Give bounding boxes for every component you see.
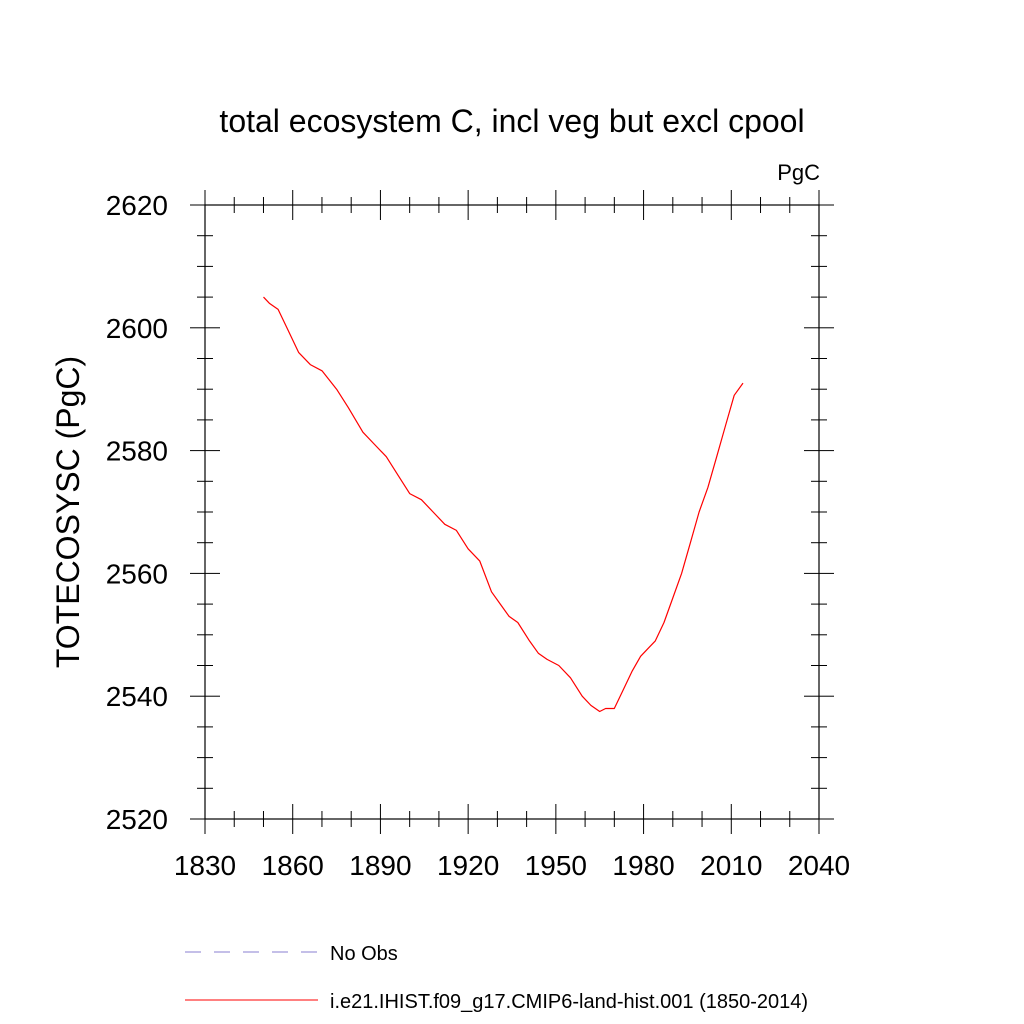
- series-group: [263, 296, 744, 713]
- units-label: PgC: [777, 160, 820, 185]
- y-tick-label: 2540: [106, 681, 168, 712]
- y-tick-label: 2520: [106, 804, 168, 835]
- chart-title: total ecosystem C, incl veg but excl cpo…: [219, 103, 804, 139]
- x-tick-label: 1860: [262, 850, 324, 881]
- legend: No Obs i.e21.IHIST.f09_g17.CMIP6-land-hi…: [185, 943, 808, 1013]
- y-tick-label: 2580: [106, 436, 168, 467]
- axis-ticks: [190, 190, 834, 834]
- x-tick-label: 1890: [349, 850, 411, 881]
- y-tick-labels: 2520 2540 2560 2580 2600 2620: [106, 190, 168, 835]
- y-axis-label: TOTECOSYSC (PgC): [50, 356, 86, 668]
- x-tick-label: 1830: [174, 850, 236, 881]
- y-tick-label: 2620: [106, 190, 168, 221]
- legend-label-model: i.e21.IHIST.f09_g17.CMIP6-land-hist.001 …: [330, 991, 808, 1013]
- series-line-0: [263, 296, 744, 713]
- x-tick-label: 1980: [612, 850, 674, 881]
- y-tick-label: 2600: [106, 313, 168, 344]
- plot-frame: [204, 204, 820, 820]
- y-tick-label: 2560: [106, 558, 168, 589]
- x-tick-label: 2040: [788, 850, 850, 881]
- x-tick-label: 1920: [437, 850, 499, 881]
- legend-label-no-obs: No Obs: [330, 943, 398, 965]
- x-tick-labels: 1830 1860 1890 1920 1950 1980 2010 2040: [174, 850, 850, 881]
- x-tick-label: 2010: [700, 850, 762, 881]
- x-tick-label: 1950: [525, 850, 587, 881]
